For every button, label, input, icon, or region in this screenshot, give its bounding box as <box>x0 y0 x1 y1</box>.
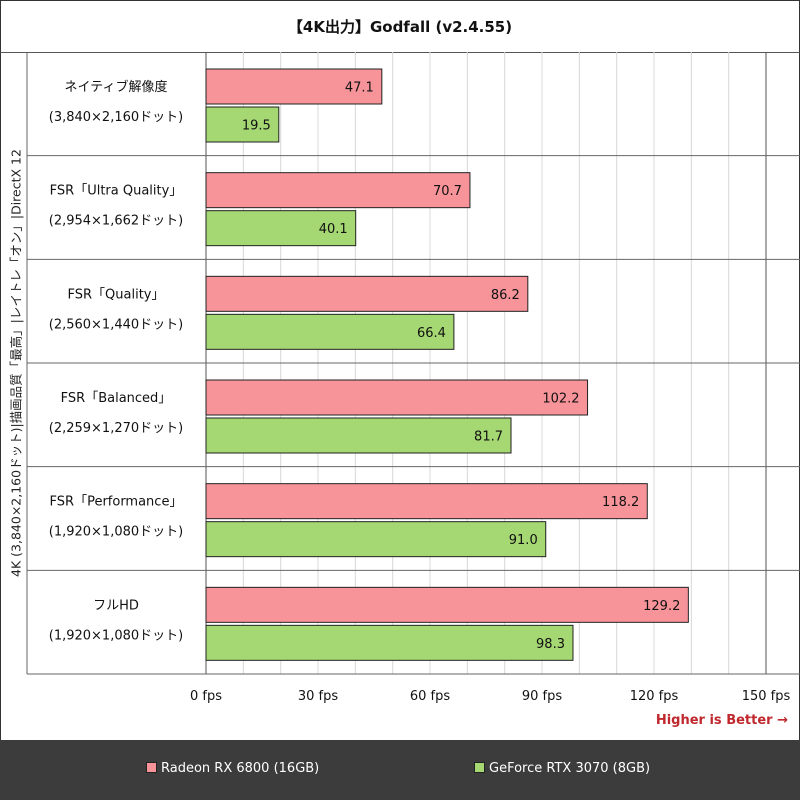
category-label: FSR「Ultra Quality」 <box>50 184 183 199</box>
bar-geforce <box>205 417 512 454</box>
legend-swatch-radeon <box>146 762 157 773</box>
bar-radeon <box>205 379 589 416</box>
category-sublabel: (2,954×1,662ドット) <box>49 214 183 229</box>
x-tick-label: 120 fps <box>630 689 679 704</box>
legend: Radeon RX 6800 (16GB) GeForce RTX 3070 (… <box>0 740 800 800</box>
bar-radeon <box>205 68 383 105</box>
data-label: 40.1 <box>319 222 348 237</box>
higher-is-better-note: Higher is Better → <box>655 713 788 728</box>
bar-radeon <box>205 275 529 312</box>
data-label: 102.2 <box>542 392 579 407</box>
category-label: フルHD <box>93 598 139 613</box>
data-label: 70.7 <box>433 184 462 199</box>
bar-geforce <box>205 210 357 247</box>
data-label: 91.0 <box>509 533 538 548</box>
data-label: 98.3 <box>536 637 565 652</box>
chart-title: 【4K出力】Godfall (v2.4.55) <box>0 0 800 53</box>
category-label: FSR「Performance」 <box>50 495 183 510</box>
bar-geforce <box>205 313 455 350</box>
x-tick-label: 150 fps <box>742 689 791 704</box>
bar-geforce <box>205 106 280 143</box>
category-label: FSR「Quality」 <box>68 287 165 302</box>
data-label: 118.2 <box>602 495 639 510</box>
chart-plot: ネイティブ解像度 (3,840×2,160ドット) 47.1 19.5 FSR「Ultr… <box>26 52 800 704</box>
legend-item-radeon: Radeon RX 6800 (16GB) <box>146 760 319 778</box>
x-tick-label: 30 fps <box>298 689 339 704</box>
data-label: 81.7 <box>474 430 503 445</box>
data-label: 19.5 <box>242 119 271 134</box>
category-sublabel: (1,920×1,080ドット) <box>49 525 183 540</box>
legend-swatch-geforce <box>474 762 485 773</box>
bar-radeon <box>205 586 689 623</box>
category-sublabel: (3,840×2,160ドット) <box>49 110 183 125</box>
x-tick-label: 60 fps <box>410 689 451 704</box>
legend-label-radeon: Radeon RX 6800 (16GB) <box>161 761 320 776</box>
data-label: 86.2 <box>491 288 520 303</box>
data-label: 129.2 <box>643 599 680 614</box>
bar-geforce <box>205 624 574 661</box>
category-sublabel: (2,259×1,270ドット) <box>49 421 183 436</box>
category-label: ネイティブ解像度 <box>65 79 168 95</box>
legend-label-geforce: GeForce RTX 3070 (8GB) <box>489 761 651 776</box>
bar-radeon <box>205 483 648 520</box>
category-label: FSR「Balanced」 <box>61 391 172 406</box>
x-tick-label: 90 fps <box>522 689 563 704</box>
bar-geforce <box>205 521 547 558</box>
category-sublabel: (2,560×1,440ドット) <box>49 317 183 332</box>
bar-radeon <box>205 172 471 209</box>
legend-item-geforce: GeForce RTX 3070 (8GB) <box>474 760 650 778</box>
data-label: 66.4 <box>417 326 446 341</box>
category-sublabel: (1,920×1,080ドット) <box>49 628 183 643</box>
x-tick-label: 0 fps <box>190 689 222 704</box>
data-label: 47.1 <box>345 81 374 96</box>
